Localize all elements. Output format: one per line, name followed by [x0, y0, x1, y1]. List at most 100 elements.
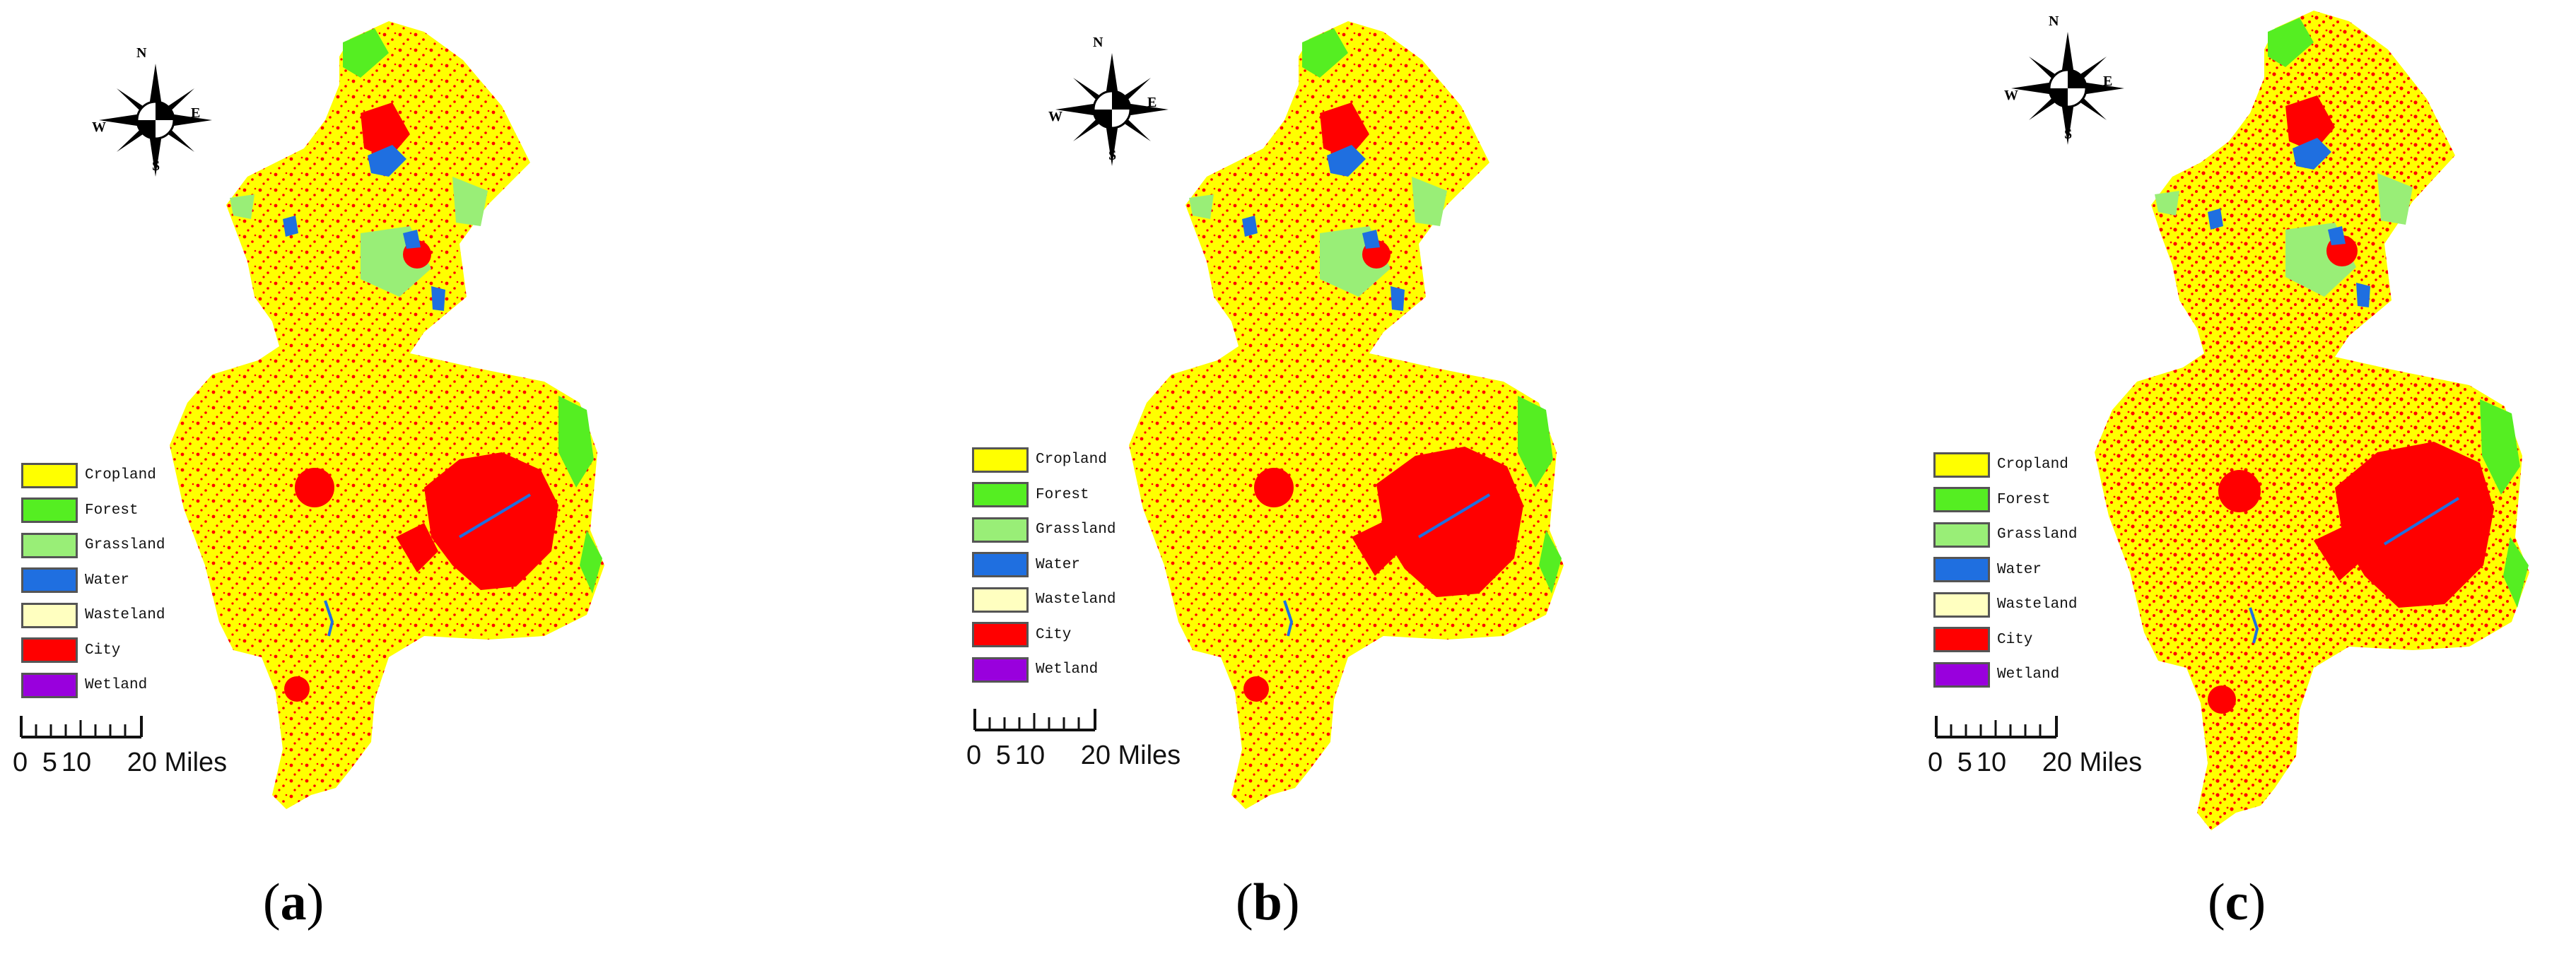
legend-item: Water: [21, 563, 165, 599]
scale-label-5: 5: [995, 741, 1011, 770]
scale-bar: [20, 716, 143, 738]
legend-swatch: [1933, 522, 1990, 548]
legend-label: Wetland: [1997, 666, 2060, 683]
region-forest: [1302, 28, 1348, 78]
region-forest: [2268, 18, 2314, 67]
legend-label: Forest: [1036, 486, 1089, 503]
legend-swatch: [972, 552, 1029, 578]
region-forest: [343, 28, 389, 78]
scale-labels: 0 5 10 20 Miles: [966, 741, 1181, 771]
north-arrow: N S E W: [1041, 35, 1183, 180]
legend-swatch: [972, 587, 1029, 613]
legend-item: Forest: [21, 493, 165, 529]
legend-label: Wasteland: [1997, 596, 2078, 613]
legend-item: Water: [972, 548, 1116, 583]
legend-swatch: [972, 482, 1029, 508]
legend: Cropland Forest Grassland Water Wastelan…: [21, 458, 165, 703]
legend-item: Forest: [1933, 483, 2077, 518]
legend-item: Cropland: [1933, 447, 2077, 483]
legend-label: City: [1036, 626, 1072, 643]
land-use-map: [2095, 11, 2529, 830]
panel-caption: (a): [263, 873, 324, 931]
legend-item: City: [21, 633, 165, 669]
scale-labels: 0 5 10 20 Miles: [1928, 748, 2142, 778]
legend-label: Forest: [85, 502, 139, 519]
legend-item: City: [972, 618, 1116, 653]
legend-label: Grassland: [85, 537, 165, 554]
scale-label-10: 10: [61, 748, 92, 777]
compass-s: S: [152, 158, 160, 174]
scale-label-0: 0: [1928, 748, 1943, 777]
legend-swatch: [21, 532, 78, 558]
legend: Cropland Forest Grassland Water Wastelan…: [972, 442, 1116, 688]
legend-swatch: [972, 447, 1029, 473]
legend-label: Water: [1997, 561, 2042, 578]
compass-n: N: [136, 45, 147, 61]
scale-label-20: 20 Miles: [1080, 741, 1181, 770]
scale-label-10: 10: [1976, 748, 2007, 777]
legend-label: City: [85, 642, 121, 659]
legend-label: Grassland: [1997, 526, 2078, 543]
legend-label: Cropland: [85, 467, 156, 484]
legend-item: Wasteland: [1933, 587, 2077, 623]
legend-swatch: [21, 602, 78, 628]
legend-swatch: [1933, 452, 1990, 478]
legend-swatch: [972, 517, 1029, 543]
legend-swatch: [21, 462, 78, 488]
scale-label-20: 20 Miles: [127, 748, 228, 777]
compass-s: S: [2064, 126, 2073, 142]
compass-e: E: [2103, 73, 2113, 89]
legend-item: Wetland: [21, 668, 165, 703]
legend-label: Wasteland: [1036, 591, 1116, 608]
compass-w: W: [2004, 88, 2018, 103]
legend-item: City: [1933, 623, 2077, 658]
legend-label: Wetland: [1036, 661, 1099, 678]
map-panel-b: N S E W Cropland Forest Grassland Water …: [958, 0, 1816, 954]
scale-label-0: 0: [966, 741, 982, 770]
scale-label-5: 5: [1957, 748, 1972, 777]
compass-e: E: [1147, 95, 1157, 110]
compass-n: N: [2049, 13, 2059, 29]
compass-w: W: [1048, 109, 1062, 124]
legend-item: Wetland: [1933, 657, 2077, 693]
compass-s: S: [1108, 148, 1117, 163]
legend-item: Grassland: [1933, 517, 2077, 553]
region-water: [1327, 145, 1366, 177]
legend-label: Water: [1036, 556, 1081, 573]
compass-n: N: [1093, 35, 1103, 50]
legend-item: Wasteland: [972, 582, 1116, 618]
compass-w: W: [92, 119, 106, 135]
legend: Cropland Forest Grassland Water Wastelan…: [1933, 447, 2077, 693]
legend-item: Wetland: [972, 652, 1116, 688]
legend-label: City: [1997, 631, 2033, 648]
legend-label: Forest: [1997, 491, 2051, 508]
legend-swatch: [21, 637, 78, 664]
legend-item: Cropland: [21, 458, 165, 493]
legend-swatch: [21, 672, 78, 698]
legend-swatch: [1933, 661, 1990, 688]
map-panel-a: N S E W Cropland Forest Grassland Water …: [0, 0, 858, 954]
legend-swatch: [1933, 591, 1990, 618]
legend-swatch: [972, 622, 1029, 648]
legend-swatch: [21, 497, 78, 524]
scale-bar: [973, 709, 1096, 731]
scale-labels: 0 5 10 20 Miles: [13, 748, 227, 778]
region-city-main: [1376, 447, 1523, 597]
region-water: [2293, 138, 2331, 170]
legend-label: Cropland: [1997, 457, 2068, 473]
legend-label: Cropland: [1036, 452, 1107, 469]
panel-caption: (b): [1236, 873, 1300, 931]
legend-item: Cropland: [972, 442, 1116, 478]
legend-item: Forest: [972, 478, 1116, 513]
scale-label-0: 0: [13, 748, 28, 777]
land-use-map: [1129, 21, 1564, 809]
north-arrow: N S E W: [85, 45, 226, 191]
legend-label: Water: [85, 572, 130, 589]
scale-label-20: 20 Miles: [2042, 748, 2143, 777]
legend-swatch: [1933, 557, 1990, 583]
region-water: [368, 145, 406, 177]
map-panel-c: N S E W Cropland Forest Grassland Water …: [1919, 0, 2576, 954]
legend-label: Wetland: [85, 677, 148, 694]
legend-item: Water: [1933, 553, 2077, 588]
legend-label: Wasteland: [85, 607, 165, 624]
